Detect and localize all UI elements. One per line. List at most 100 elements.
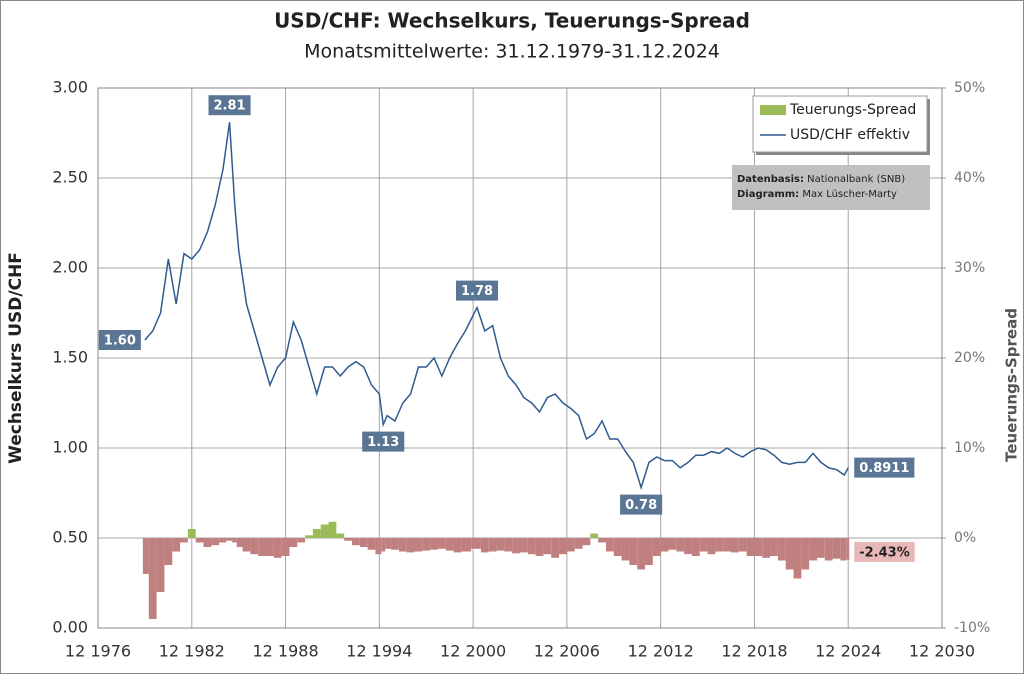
data-label: -2.43%: [859, 546, 910, 561]
credit-text: Max Lüscher-Marty: [802, 189, 897, 200]
spread-bar: [574, 538, 583, 549]
y2-tick-label: 10%: [954, 440, 985, 456]
spread-bar: [846, 538, 850, 560]
y-tick-label: 0.50: [52, 528, 88, 547]
spread-bar: [195, 538, 204, 543]
spread-bar: [328, 521, 337, 538]
spread-bar: [430, 538, 438, 550]
y-axis-label: Wechselkurs USD/CHF: [6, 252, 26, 464]
spread-bar: [453, 538, 462, 553]
spread-bar: [305, 535, 313, 538]
spread-bar: [684, 538, 692, 555]
spread-bar: [590, 533, 599, 538]
data-label: 2.81: [208, 95, 251, 116]
y2-tick-label: 40%: [954, 170, 985, 186]
spread-bar: [676, 538, 685, 552]
spread-bar: [187, 529, 196, 538]
spread-bar: [832, 538, 841, 559]
spread-bar: [142, 538, 149, 574]
spread-bar: [762, 538, 771, 558]
x-tick-label: 12 1988: [252, 642, 318, 661]
data-label: 0.78: [625, 498, 657, 513]
spread-bar: [723, 538, 731, 552]
spread-bar: [660, 538, 669, 552]
spread-bar: [707, 538, 716, 555]
data-label: 0.78: [620, 494, 663, 515]
spread-bar: [785, 538, 794, 570]
spread-bar: [691, 538, 700, 556]
spread-bar: [598, 538, 606, 543]
spread-bar: [512, 538, 520, 554]
spread-bar: [543, 538, 552, 555]
spread-bar: [527, 538, 536, 555]
spread-bar: [367, 538, 376, 550]
spread-bar: [226, 538, 233, 541]
spread-bar: [559, 538, 567, 555]
spread-bar: [172, 538, 181, 552]
spread-bar: [754, 538, 763, 556]
spread-bar: [621, 538, 630, 561]
spread-bar: [398, 538, 407, 552]
legend-label: Teuerungs-Spread: [789, 102, 916, 118]
spread-bar: [385, 538, 392, 549]
data-label-background: [362, 431, 405, 452]
spread-bar: [250, 538, 259, 555]
spread-bar: [164, 538, 173, 565]
spread-bar: [504, 538, 513, 552]
spread-bar: [211, 538, 220, 546]
plot-area: -2.43% 1.60 2.81 1.13 1.78 0.78 0.8911: [97, 87, 946, 629]
y2-tick-label: 0%: [954, 530, 976, 546]
y-tick-label: 0.00: [52, 618, 88, 637]
plot-border: [97, 87, 943, 629]
data-label-background: [455, 280, 499, 301]
chart-title: USD/CHF: Wechselkurs, Teuerungs-Spread: [274, 9, 750, 33]
spread-bar: [551, 538, 560, 558]
spread-bar: [770, 538, 778, 556]
legend-swatch: [760, 105, 786, 115]
data-label: -2.43%: [854, 542, 915, 562]
spread-bar: [414, 538, 423, 552]
spread-bar: [219, 538, 227, 543]
source-text: Nationalbank (SNB): [807, 174, 905, 185]
spread-bar: [816, 538, 825, 558]
spread-bar: [461, 538, 472, 552]
spread-bar: [809, 538, 817, 561]
spread-bar: [336, 533, 345, 538]
spread-bar: [289, 538, 298, 547]
spread-bar: [746, 538, 755, 556]
data-label-background: [620, 494, 663, 515]
spread-bar: [273, 538, 282, 558]
data-label: 1.60: [98, 330, 141, 350]
spread-bar: [496, 538, 505, 551]
source-background: [732, 165, 930, 210]
data-label-background: [854, 457, 915, 478]
data-label-background: [98, 330, 141, 350]
spread-bar: [793, 538, 802, 579]
y-tick-label: 2.50: [52, 168, 88, 187]
spread-bar: [148, 538, 157, 619]
data-label: 1.60: [104, 334, 136, 349]
x-tick-label: 12 2024: [815, 642, 881, 661]
spread-bar: [422, 538, 431, 551]
spread-bar: [488, 538, 497, 552]
x-tick-label: 12 1976: [65, 642, 131, 661]
spread-bar: [613, 538, 622, 556]
spread-bar: [281, 538, 290, 556]
data-label: 1.78: [461, 284, 493, 299]
credit: Diagramm: Max Lüscher-Marty: [737, 189, 897, 200]
y2-axis-label: Teuerungs-Spread: [1003, 308, 1021, 462]
data-label: 1.13: [362, 431, 405, 452]
spread-bar: [437, 538, 446, 549]
x-tick-label: 12 1994: [346, 642, 412, 661]
spread-bar: [445, 538, 454, 551]
y-tick-label: 1.50: [52, 348, 88, 367]
spread-bar: [777, 538, 786, 561]
data-label: 1.78: [455, 280, 499, 301]
x-tick-label: 12 2018: [721, 642, 787, 661]
spread-bar: [715, 538, 724, 552]
spread-bar: [312, 529, 321, 538]
rate-line: [144, 122, 849, 491]
spread-bar: [582, 538, 591, 546]
spread-bar: [824, 538, 833, 561]
